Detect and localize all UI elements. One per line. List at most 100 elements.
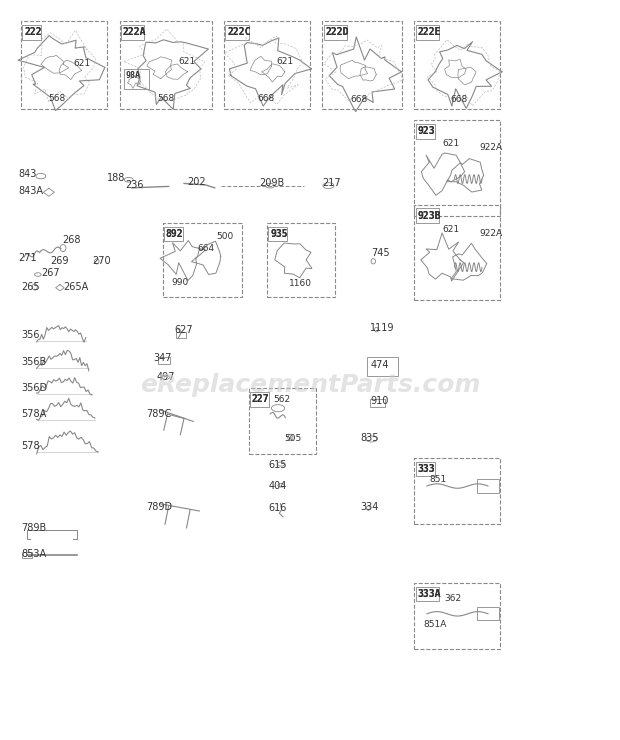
Text: 333: 333 [417,464,435,474]
Text: 892: 892 [166,229,184,239]
Bar [367,357,398,375]
Text: 271: 271 [18,253,37,263]
Bar [224,21,310,110]
Text: 621: 621 [442,225,459,234]
Text: 922A: 922A [479,229,502,238]
Text: 222C: 222C [227,27,250,37]
Text: 222E: 222E [417,27,441,37]
Bar [250,392,269,407]
Text: 668: 668 [350,95,368,104]
Text: 267: 267 [42,268,60,278]
Text: 505: 505 [284,434,301,443]
Bar [22,25,42,39]
Text: 333A: 333A [417,589,441,599]
Bar [414,205,500,300]
Bar [22,552,32,558]
Bar [121,25,144,39]
Text: 333A: 333A [417,589,441,599]
Text: 333: 333 [417,464,435,474]
Text: 356B: 356B [21,357,46,367]
Text: 265A: 265A [63,282,88,292]
Bar [415,25,439,39]
Bar [176,332,186,337]
Bar [415,124,435,138]
Text: 668: 668 [257,94,275,103]
Bar [415,587,439,602]
Bar [477,608,499,620]
Bar [414,21,500,110]
Text: 789B: 789B [21,523,46,533]
Text: 923B: 923B [417,211,441,221]
Bar [322,21,402,110]
Text: 265: 265 [21,282,40,292]
Text: 356: 356 [21,330,40,340]
Text: 568: 568 [157,94,174,103]
Text: 98A: 98A [126,71,141,80]
Text: 562: 562 [273,395,290,404]
Text: 217: 217 [322,178,341,189]
Text: 745: 745 [371,249,390,258]
Text: 923B: 923B [417,211,441,221]
Text: 910: 910 [370,396,389,406]
Text: 843A: 843A [18,186,43,196]
Text: 222: 222 [24,27,42,37]
Bar [324,25,347,39]
Text: 188: 188 [107,172,126,183]
Text: 621: 621 [276,57,293,66]
Text: 227: 227 [252,394,269,404]
Text: 621: 621 [178,57,195,66]
Bar [162,223,242,297]
Bar [414,121,500,216]
Text: 270: 270 [92,255,110,266]
Text: 851: 851 [430,474,447,484]
Text: 227: 227 [252,394,269,404]
Text: 923: 923 [417,126,435,136]
Text: 1160: 1160 [288,278,311,288]
Text: 616: 616 [268,503,286,513]
Text: 334: 334 [360,502,379,512]
Text: 851A: 851A [423,620,447,629]
Bar [477,480,499,493]
Bar [268,226,287,241]
Text: 236: 236 [126,180,144,190]
Text: 356D: 356D [21,383,47,394]
Text: 209B: 209B [260,178,285,189]
Text: 222E: 222E [417,27,441,37]
Text: 835: 835 [360,433,379,443]
Text: 664: 664 [198,244,215,253]
Bar [125,69,149,90]
Text: 347: 347 [153,353,172,363]
Text: 222D: 222D [326,27,349,37]
Text: 474: 474 [370,360,389,370]
Text: 500: 500 [216,232,234,241]
Text: 621: 621 [442,139,459,148]
Bar [225,25,249,39]
Bar [415,209,439,223]
Text: 935: 935 [270,229,288,239]
Bar [120,21,211,110]
Text: 923: 923 [417,126,435,136]
Text: 789D: 789D [146,502,172,512]
Text: 268: 268 [63,235,81,245]
Text: 621: 621 [73,59,91,68]
Text: 990: 990 [172,278,189,287]
Text: 615: 615 [268,460,286,470]
Text: 578: 578 [21,441,40,451]
Text: eReplacementParts.com: eReplacementParts.com [140,373,480,397]
Text: 935: 935 [270,229,288,239]
Text: 404: 404 [268,481,286,491]
Bar [267,223,335,297]
Text: 922A: 922A [479,143,502,152]
Text: 222C: 222C [227,27,250,37]
Bar [414,583,500,649]
Text: 568: 568 [48,94,66,103]
Text: 578A: 578A [21,409,46,419]
Text: 789C: 789C [146,409,171,419]
Bar [157,357,170,364]
Bar [414,458,500,524]
Bar [21,21,107,110]
Text: 1119: 1119 [370,323,395,333]
Text: 202: 202 [187,177,206,187]
Text: 853A: 853A [21,548,46,559]
Bar [164,226,183,241]
